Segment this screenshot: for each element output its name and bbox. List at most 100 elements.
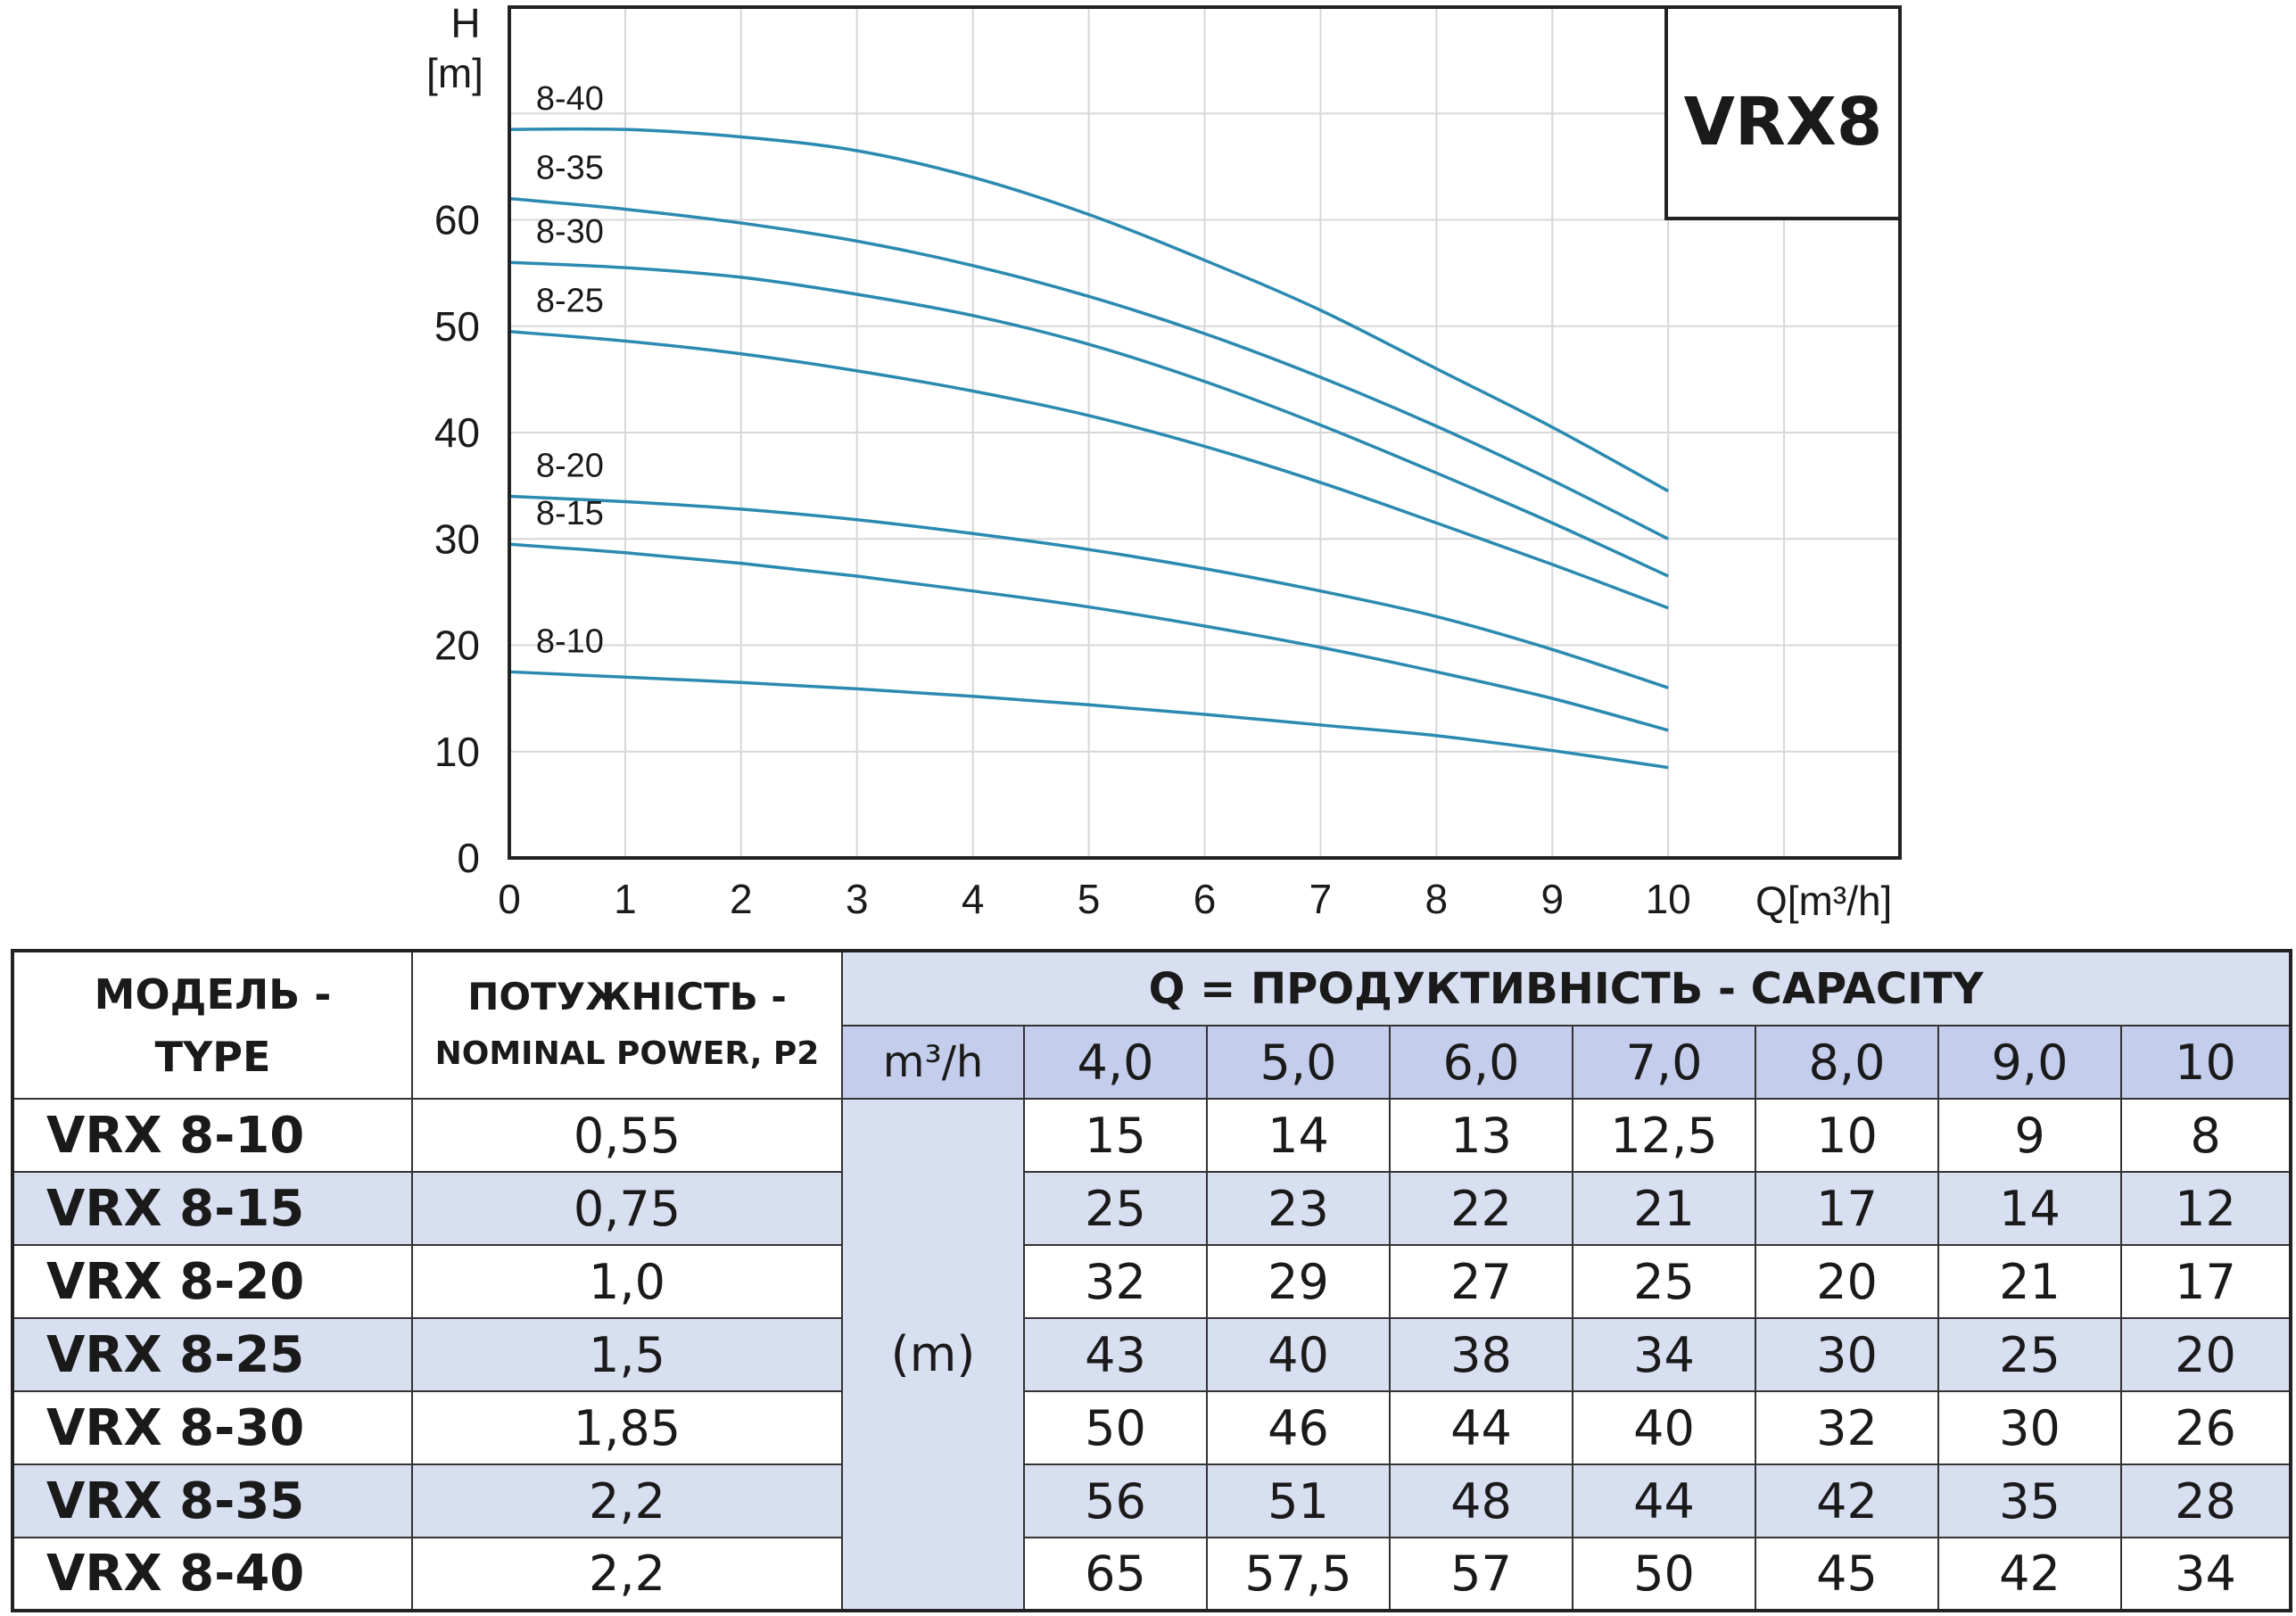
row-value: 40 (1206, 1317, 1391, 1392)
x-tick-label: 2 (730, 876, 753, 922)
row-value: 35 (1937, 1463, 2122, 1538)
header-q-1: 5,0 (1206, 1025, 1391, 1100)
y-axis-label-unit: [m] (426, 50, 483, 96)
row-value: 51 (1206, 1463, 1391, 1538)
row-model: VRX 8-10 (12, 1098, 413, 1173)
row-value: 30 (1755, 1317, 1939, 1392)
header-power-l1: ПОТУЖНІСТЬ - (467, 974, 787, 1018)
row-value: 30 (1937, 1390, 2122, 1465)
row-value: 43 (1023, 1317, 1208, 1392)
table-row: VRX 8-40 2,2 65 57,5 57 50 45 42 34 (12, 1537, 2292, 1612)
table-row: VRX 8-25 1,5 43 40 38 34 30 25 20 (12, 1317, 2292, 1392)
table-row: VRX 8-35 2,2 56 51 48 44 42 35 28 (12, 1463, 2292, 1538)
curve-8-25 (508, 329, 1669, 610)
row-value: 27 (1389, 1244, 1573, 1319)
x-tick-label: 4 (962, 876, 985, 922)
row-value: 57,5 (1206, 1537, 1391, 1612)
row-value: 20 (1755, 1244, 1939, 1319)
row-value: 15 (1023, 1098, 1208, 1173)
y-tick-label: 0 (457, 835, 480, 881)
row-value: 21 (1937, 1244, 2122, 1319)
header-q-4: 8,0 (1755, 1025, 1939, 1100)
x-tick-label: 7 (1309, 876, 1333, 922)
y-tick-label: 10 (434, 729, 480, 775)
y-tick-label: 20 (434, 622, 480, 669)
row-value: 56 (1023, 1463, 1208, 1538)
row-value: 28 (2119, 1463, 2292, 1538)
curve-label-8-35: 8-35 (536, 150, 604, 187)
row-value: 42 (1937, 1537, 2122, 1612)
head-unit-cell: (m) (841, 1098, 1025, 1612)
row-value: 38 (1389, 1317, 1573, 1392)
header-model-l2: TYPE (154, 1032, 271, 1081)
row-value: 44 (1572, 1463, 1756, 1538)
row-power: 1,0 (411, 1244, 843, 1319)
curve-8-10 (508, 670, 1669, 770)
row-power: 2,2 (411, 1463, 843, 1538)
row-model: VRX 8-20 (12, 1244, 413, 1319)
header-power-l2: NOMINAL POWER, P2 (434, 1035, 820, 1072)
x-tick-label: 1 (614, 876, 637, 922)
x-axis-label: Q[m³/h] (1755, 878, 1892, 924)
table-row: VRX 8-20 1,0 32 29 27 25 20 21 17 (12, 1244, 2292, 1319)
header-q-0: 4,0 (1023, 1025, 1208, 1100)
row-power: 2,2 (411, 1537, 843, 1612)
row-power: 0,75 (411, 1171, 843, 1246)
header-q-5: 9,0 (1937, 1025, 2122, 1100)
x-tick-label: 10 (1646, 876, 1691, 922)
row-value: 32 (1755, 1390, 1939, 1465)
plot-frame (508, 5, 1902, 860)
row-power: 0,55 (411, 1098, 843, 1173)
header-power: ПОТУЖНІСТЬ - NOMINAL POWER, P2 (411, 950, 843, 1100)
model-box (1664, 5, 1902, 220)
chart-curves (508, 127, 1670, 770)
y-tick-label: 50 (434, 303, 480, 350)
curve-8-40 (508, 127, 1670, 493)
chart-frame (508, 5, 1902, 860)
row-power: 1,5 (411, 1317, 843, 1392)
header-q-6: 10 (2119, 1025, 2292, 1100)
row-model: VRX 8-15 (12, 1171, 413, 1246)
curve-8-20 (508, 494, 1669, 689)
row-value: 13 (1389, 1098, 1573, 1173)
row-value: 23 (1206, 1171, 1391, 1246)
curve-label-8-20: 8-20 (536, 448, 604, 485)
row-value: 9 (1937, 1098, 2122, 1173)
row-value: 40 (1572, 1390, 1756, 1465)
row-model: VRX 8-30 (12, 1390, 413, 1465)
curve-label-8-25: 8-25 (536, 283, 604, 320)
table-row: VRX 8-15 0,75 25 23 22 21 17 14 12 (12, 1171, 2292, 1246)
row-value: 42 (1755, 1463, 1939, 1538)
header-model: МОДЕЛЬ - TYPE (12, 950, 413, 1100)
row-value: 48 (1389, 1463, 1573, 1538)
y-tick-label: 30 (434, 515, 480, 562)
row-value: 20 (2119, 1317, 2292, 1392)
row-value: 25 (1023, 1171, 1208, 1246)
row-value: 25 (1572, 1244, 1756, 1319)
row-value: 17 (1755, 1171, 1939, 1246)
row-value: 65 (1023, 1537, 1208, 1612)
row-value: 46 (1206, 1390, 1391, 1465)
x-tick-label: 0 (498, 876, 521, 922)
row-value: 29 (1206, 1244, 1391, 1319)
row-value: 10 (1755, 1098, 1939, 1173)
curve-8-35 (508, 196, 1669, 540)
y-axis-label-h: H (450, 0, 480, 46)
curve-8-15 (508, 542, 1669, 732)
row-power: 1,85 (411, 1390, 843, 1465)
y-tick-label: 40 (434, 409, 480, 456)
row-value: 44 (1389, 1390, 1573, 1465)
table-row: VRX 8-30 1,85 50 46 44 40 32 30 26 (12, 1390, 2292, 1465)
header-unit-flow: m³/h (841, 1025, 1025, 1100)
table-row: VRX 8-10 0,55 (m) 15 14 13 12,5 10 9 8 (12, 1098, 2292, 1612)
row-value: 34 (2119, 1537, 2292, 1612)
row-value: 14 (1206, 1098, 1391, 1173)
row-value: 8 (2119, 1098, 2292, 1173)
row-value: 57 (1389, 1537, 1573, 1612)
header-q-2: 6,0 (1389, 1025, 1573, 1100)
row-value: 32 (1023, 1244, 1208, 1319)
row-model: VRX 8-25 (12, 1317, 413, 1392)
row-value: 22 (1389, 1171, 1573, 1246)
row-value: 17 (2119, 1244, 2292, 1319)
